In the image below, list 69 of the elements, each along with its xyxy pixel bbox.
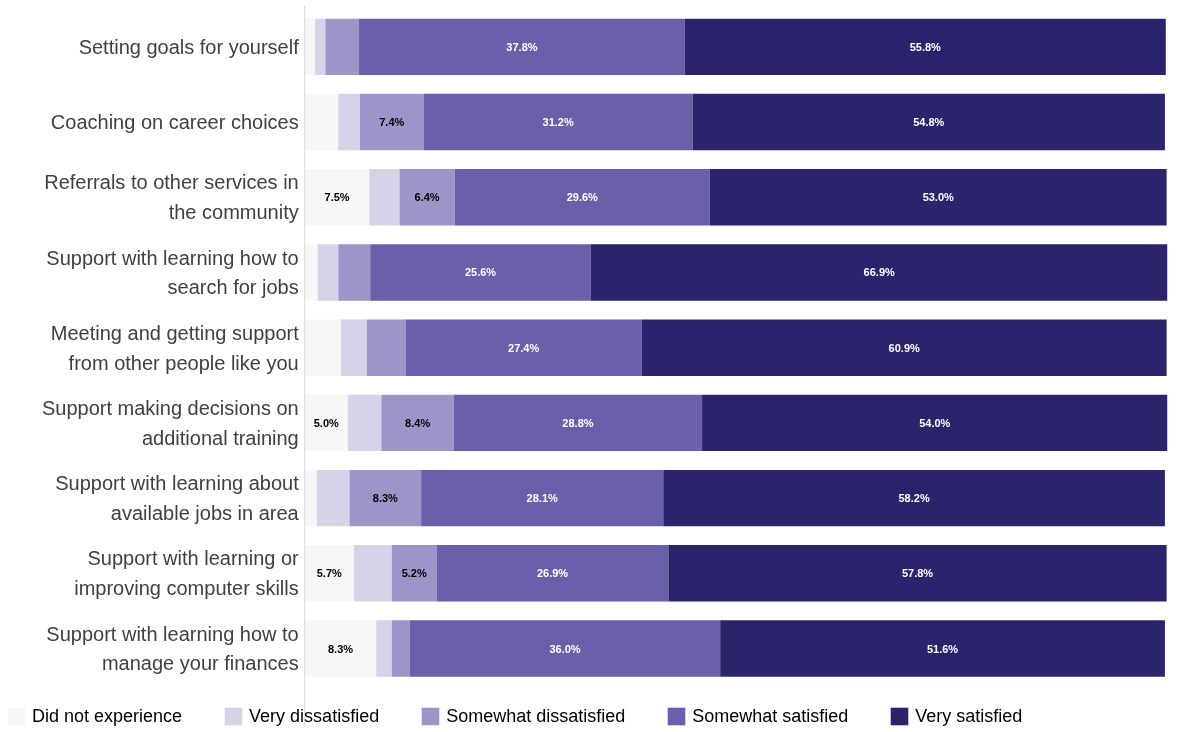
data-label: 8.3% (372, 492, 399, 505)
data-label: 7.5% (324, 191, 350, 204)
y-tick-label: Support with learning how to manage your finances (46, 622, 299, 675)
data-label: 28.1% (526, 492, 558, 505)
y-tick-label: Support with learning or improving computer skills (74, 547, 300, 600)
bar (381, 394, 454, 452)
data-label: 8.3% (327, 642, 354, 655)
data-label: 8.4% (405, 416, 431, 429)
legend-label: Somewhat satisfied (692, 705, 849, 727)
data-label: 25.6% (464, 266, 497, 279)
data-label: 57.8% (901, 567, 934, 580)
data-label: 54.8% (913, 116, 945, 129)
data-label: 29.6% (566, 191, 599, 204)
bar (663, 469, 1165, 527)
y-tick-label: Coaching on career choices (50, 111, 299, 134)
y-tick-label: Support making decisions on additional training (41, 397, 299, 449)
data-label: 51.6% (926, 642, 959, 655)
data-label: 58.2% (898, 492, 930, 505)
data-label: 60.9% (888, 341, 920, 354)
bar (325, 18, 360, 76)
y-tick-label: Support with learning how to search for jobs (46, 246, 299, 299)
bar (453, 394, 703, 452)
bar (702, 394, 1168, 452)
bar (359, 93, 424, 151)
data-label: 31.2% (542, 116, 574, 129)
bar (409, 620, 721, 677)
data-label: 66.9% (863, 266, 896, 279)
legend-label: Very dissatisfied (249, 705, 380, 727)
bar (366, 319, 406, 376)
bar (590, 244, 1168, 301)
data-label: 27.4% (508, 341, 540, 354)
bar (668, 545, 1167, 602)
bar (692, 93, 1165, 151)
legend-label: Very satisfied (915, 705, 1023, 727)
data-label: 37.8% (506, 40, 538, 53)
bar (338, 244, 371, 301)
bar (454, 169, 710, 226)
data-label: 7.4% (379, 116, 405, 129)
bar (709, 169, 1167, 226)
data-label: 5.2% (401, 567, 427, 580)
data-label: 54.0% (919, 416, 951, 429)
data-label: 36.0% (549, 642, 581, 655)
legend-label: Somewhat dissatisfied (446, 705, 626, 727)
data-label: 28.8% (562, 416, 594, 429)
data-label: 5.7% (316, 567, 343, 580)
legend-label: Did not experience (32, 705, 183, 727)
bar (349, 469, 422, 527)
bar (405, 319, 642, 376)
data-label: 53.0% (922, 191, 955, 204)
bar (399, 169, 455, 226)
bar (376, 620, 392, 677)
y-tick-label: Support with learning about available jobs in area (55, 472, 300, 524)
bar (684, 18, 1166, 76)
y-tick-label: Setting goals for yourself (78, 35, 300, 58)
bar (391, 545, 437, 602)
bar (423, 93, 693, 151)
data-label: 26.9% (536, 567, 569, 580)
y-tick-label: Referrals to other services in the community (44, 171, 299, 224)
data-label: 5.0% (313, 416, 340, 429)
bar (370, 244, 591, 301)
data-label: 55.8% (909, 40, 942, 53)
y-tick-label: Meeting and getting support from other people like you (50, 321, 300, 374)
bar (436, 545, 669, 602)
bar (391, 620, 410, 677)
data-label: 6.4% (414, 191, 440, 204)
bar (720, 620, 1165, 677)
bar (641, 319, 1167, 376)
bar (359, 18, 685, 76)
bar (421, 469, 664, 527)
